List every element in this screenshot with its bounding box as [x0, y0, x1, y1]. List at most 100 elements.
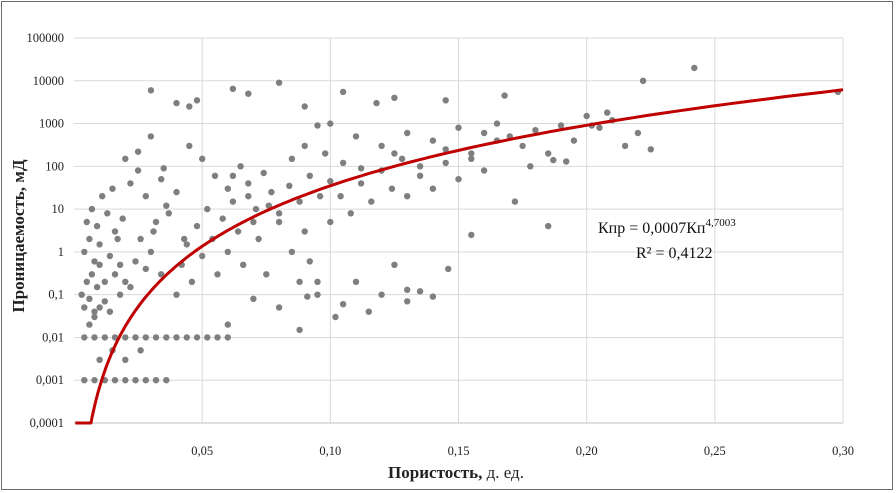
data-point: [114, 235, 121, 243]
data-point: [111, 228, 119, 235]
data-point: [647, 146, 654, 153]
data-point: [173, 291, 180, 298]
data-point: [519, 142, 526, 150]
data-point: [332, 313, 339, 321]
data-point: [183, 334, 190, 341]
data-point: [91, 313, 98, 321]
data-point: [288, 155, 296, 162]
data-point: [275, 218, 283, 226]
data-point: [429, 137, 437, 144]
x-tick-label: 0,30: [832, 444, 854, 458]
data-point: [193, 334, 201, 341]
data-point: [88, 271, 96, 278]
data-point: [391, 94, 398, 102]
data-point: [91, 258, 98, 265]
data-point: [132, 258, 139, 265]
data-point: [352, 133, 360, 140]
data-point: [391, 150, 398, 157]
x-tick-label: 0,10: [319, 444, 341, 458]
data-point: [147, 87, 155, 94]
data-point: [199, 252, 206, 260]
data-point: [301, 103, 308, 110]
data-point: [119, 215, 126, 222]
data-point: [245, 180, 252, 187]
x-axis-title-unit: д. ед.: [482, 463, 524, 482]
y-tick-labels: 0,0001 0,001 0,01 0,1 1 10 100 1000 10000 100000: [27, 31, 65, 430]
data-point: [357, 180, 365, 187]
data-point: [81, 304, 88, 311]
data-point: [132, 334, 139, 341]
data-point: [316, 193, 324, 200]
data-point: [429, 293, 437, 300]
data-point: [501, 92, 508, 99]
data-point: [337, 193, 344, 200]
data-point: [339, 301, 347, 308]
data-point: [158, 271, 165, 278]
data-point: [596, 124, 603, 131]
data-point: [91, 377, 98, 384]
x-tick-label: 0,25: [704, 444, 726, 458]
data-point: [604, 109, 611, 116]
data-point: [193, 97, 201, 104]
data-point: [455, 176, 462, 183]
data-point: [527, 163, 534, 170]
data-point: [322, 150, 329, 157]
data-point: [122, 356, 129, 363]
data-point: [122, 278, 129, 285]
data-point: [109, 185, 116, 192]
data-point: [81, 377, 88, 384]
data-point: [583, 112, 590, 120]
data-point: [404, 193, 411, 200]
data-point: [181, 235, 188, 243]
data-point: [368, 198, 375, 205]
data-point: [268, 188, 275, 196]
data-point: [429, 185, 437, 192]
data-point: [83, 218, 91, 226]
data-point: [468, 150, 475, 157]
data-point: [188, 278, 196, 285]
data-point: [116, 291, 124, 298]
data-point: [122, 155, 129, 162]
data-point: [301, 142, 308, 150]
data-point: [193, 222, 201, 230]
data-point: [255, 235, 262, 243]
data-point: [183, 241, 190, 248]
data-point: [416, 172, 424, 179]
data-point: [163, 334, 170, 341]
data-point: [116, 261, 124, 268]
data-point: [186, 103, 193, 110]
data-point: [373, 99, 380, 107]
data-point: [81, 334, 88, 341]
data-point: [301, 228, 308, 235]
data-point: [545, 150, 552, 157]
data-point: [480, 129, 488, 137]
data-point: [260, 169, 267, 177]
data-point: [357, 165, 365, 172]
data-point: [163, 377, 170, 384]
data-point: [378, 142, 385, 150]
data-point: [204, 205, 211, 213]
data-point: [229, 85, 237, 93]
y-tick-label: 100: [45, 159, 64, 173]
data-point: [296, 198, 303, 205]
data-point: [570, 137, 578, 144]
data-point: [150, 228, 157, 235]
equation-main: Кпр = 0,0007Кп: [598, 220, 706, 237]
data-point: [621, 142, 629, 150]
data-point: [83, 278, 91, 285]
r-squared-label: R² = 0,4122: [636, 245, 713, 262]
data-point: [245, 193, 252, 200]
data-point: [158, 176, 165, 183]
y-axis-title: Проницаемость, мД: [9, 159, 28, 312]
data-point: [186, 142, 193, 150]
data-point: [93, 222, 101, 230]
data-point: [152, 334, 160, 341]
y-tick-label: 100000: [27, 31, 65, 45]
data-point: [404, 298, 411, 305]
data-point: [96, 356, 103, 363]
data-point: [132, 377, 139, 384]
data-point: [96, 261, 103, 268]
data-point: [327, 178, 334, 185]
data-point: [127, 180, 134, 187]
data-point: [106, 252, 114, 260]
